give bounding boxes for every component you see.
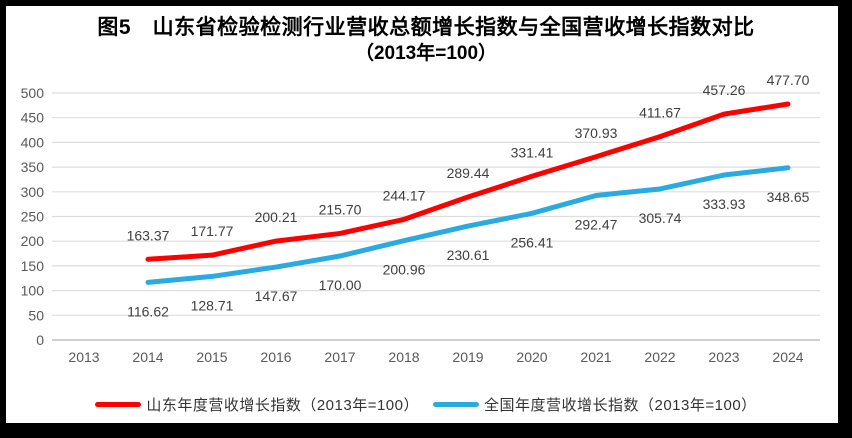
data-label: 244.17 <box>383 187 426 203</box>
y-tick-label: 200 <box>21 233 45 249</box>
data-label: 116.62 <box>127 303 169 319</box>
legend-item-1: 全国年度营收增长指数（2013年=100） <box>433 394 757 415</box>
chart-legend: 山东年度营收增长指数（2013年=100） 全国年度营收增长指数（2013年=10… <box>0 392 852 416</box>
legend-line-swatch <box>95 401 142 407</box>
data-label: 333.93 <box>703 196 746 212</box>
y-tick-label: 150 <box>21 258 45 274</box>
x-tick-label: 2019 <box>452 349 483 365</box>
chart-subtitle: （2013年=100） <box>354 43 498 64</box>
legend-item-0: 山东年度营收增长指数（2013年=100） <box>95 394 419 415</box>
y-tick-label: 100 <box>21 283 45 299</box>
data-label: 163.37 <box>127 227 170 243</box>
legend-line-swatch <box>433 401 479 407</box>
x-tick-label: 2021 <box>580 349 611 365</box>
y-tick-label: 300 <box>21 184 45 200</box>
x-tick-label: 2015 <box>196 349 227 365</box>
data-label: 128.71 <box>191 297 234 313</box>
data-label: 200.21 <box>255 209 298 225</box>
x-tick-label: 2018 <box>388 349 419 365</box>
y-tick-label: 50 <box>28 307 44 323</box>
legend-label: 山东年度营收增长指数（2013年=100） <box>146 396 419 414</box>
y-tick-label: 350 <box>21 159 45 175</box>
data-label: 457.26 <box>703 82 746 98</box>
chart-title-block: 图5 山东省检验检测行业营收总额增长指数与全国营收增长指数对比 （2013年=1… <box>0 14 852 66</box>
data-label: 305.74 <box>639 210 682 226</box>
data-label: 170.00 <box>319 277 362 293</box>
x-tick-label: 2017 <box>324 349 355 365</box>
data-label: 411.67 <box>639 105 681 121</box>
y-tick-label: 250 <box>21 209 45 225</box>
data-label: 230.61 <box>447 247 490 263</box>
y-tick-label: 400 <box>21 134 45 150</box>
data-label: 477.70 <box>767 72 810 88</box>
data-label: 215.70 <box>319 201 362 217</box>
data-label: 292.47 <box>575 217 618 233</box>
x-tick-label: 2023 <box>708 349 739 365</box>
data-label: 200.96 <box>383 262 426 278</box>
series-line-0 <box>145 101 791 262</box>
x-tick-label: 2022 <box>644 349 675 365</box>
x-tick-label: 2024 <box>772 349 803 365</box>
y-tick-label: 0 <box>36 332 44 348</box>
data-label: 331.41 <box>511 144 554 160</box>
series-line-1 <box>145 165 791 285</box>
chart-title: 图5 山东省检验检测行业营收总额增长指数与全国营收增长指数对比 <box>97 16 755 39</box>
data-label: 256.41 <box>511 234 554 250</box>
data-label: 171.77 <box>191 223 234 239</box>
data-label: 289.44 <box>447 165 490 181</box>
y-tick-label: 500 <box>21 85 45 101</box>
x-tick-label: 2016 <box>260 349 291 365</box>
y-tick-label: 450 <box>21 110 45 126</box>
x-tick-label: 2020 <box>516 349 547 365</box>
data-label: 147.67 <box>255 288 298 304</box>
x-tick-label: 2013 <box>68 349 99 365</box>
data-label: 370.93 <box>575 125 618 141</box>
x-tick-label: 2014 <box>132 349 163 365</box>
legend-label: 全国年度营收增长指数（2013年=100） <box>484 396 757 414</box>
data-label: 348.65 <box>767 189 810 205</box>
